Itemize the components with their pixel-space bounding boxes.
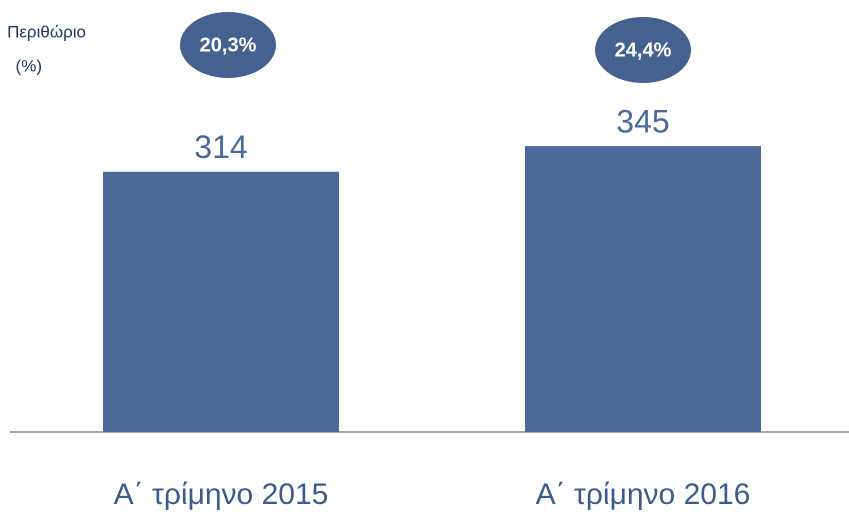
margin-bubble — [595, 17, 691, 83]
x-tick-label: Α΄ τρίμηνο 2016 — [536, 478, 751, 511]
value-label: 314 — [194, 129, 247, 165]
margin-label: 20,3% — [200, 34, 257, 56]
bar — [525, 146, 761, 432]
bar — [103, 171, 339, 432]
x-tick-label: Α΄ τρίμηνο 2015 — [114, 478, 329, 511]
margin-title: Περιθώριο — [7, 22, 86, 41]
margin-label: 24,4% — [615, 39, 672, 61]
margin-bubble — [180, 12, 276, 78]
value-label: 345 — [616, 104, 669, 140]
margin-title: (%) — [16, 56, 42, 75]
